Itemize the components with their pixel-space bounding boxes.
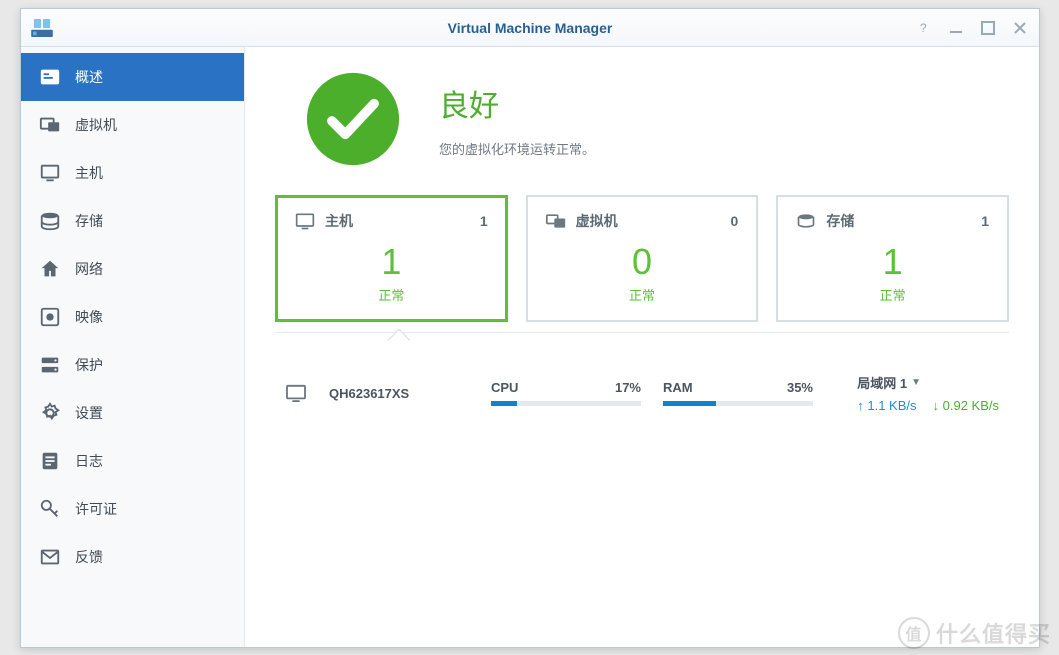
card-count: 1: [480, 213, 488, 229]
sidebar-item-protection[interactable]: 保护: [21, 341, 244, 389]
gear-icon: [39, 402, 61, 424]
sidebar-item-label: 主机: [75, 163, 103, 183]
card-title: 虚拟机: [576, 211, 618, 231]
sidebar-item-log[interactable]: 日志: [21, 437, 244, 485]
sidebar-item-vm[interactable]: 虚拟机: [21, 101, 244, 149]
sidebar-item-label: 日志: [75, 451, 103, 471]
sidebar-item-label: 保护: [75, 355, 103, 375]
watermark-icon: 值: [898, 617, 930, 649]
content-area: 概述 虚拟机 主机 存储 网络 映像: [21, 47, 1039, 647]
card-storage[interactable]: 存储 1 1 正常: [776, 195, 1009, 322]
sidebar-item-host[interactable]: 主机: [21, 149, 244, 197]
card-count: 0: [731, 213, 739, 229]
sidebar-item-feedback[interactable]: 反馈: [21, 533, 244, 581]
sidebar-item-label: 概述: [75, 67, 103, 87]
sidebar-item-label: 映像: [75, 307, 103, 327]
host-name: QH623617XS: [329, 386, 469, 401]
card-pointer: [275, 333, 1009, 355]
card-count: 1: [981, 213, 989, 229]
sidebar-item-label: 设置: [75, 403, 103, 423]
window-title: Virtual Machine Manager: [448, 20, 613, 36]
vm-icon: [39, 114, 61, 136]
sidebar-item-network[interactable]: 网络: [21, 245, 244, 293]
app-window: Virtual Machine Manager ? 概述 虚拟机 主机: [20, 8, 1040, 648]
svg-text:?: ?: [920, 21, 927, 35]
sidebar-item-label: 许可证: [75, 499, 117, 519]
app-icon: [31, 19, 53, 37]
network-stats: 局域网 1 ▼ ↑ 1.1 KB/s ↓ 0.92 KB/s: [857, 373, 999, 413]
host-icon: [285, 384, 307, 402]
card-status: 正常: [546, 285, 739, 304]
card-status: 正常: [796, 285, 989, 304]
envelope-icon: [39, 546, 61, 568]
cpu-meter: CPU 17%: [491, 380, 641, 406]
card-host[interactable]: 主机 1 1 正常: [275, 195, 508, 322]
minimize-button[interactable]: [947, 19, 965, 37]
network-icon: [39, 258, 61, 280]
watermark: 值 什么值得买: [898, 617, 1051, 649]
vm-icon: [546, 212, 566, 230]
titlebar: Virtual Machine Manager ?: [21, 9, 1039, 47]
protection-icon: [39, 354, 61, 376]
card-title: 主机: [325, 211, 353, 231]
sidebar-item-storage[interactable]: 存储: [21, 197, 244, 245]
storage-icon: [39, 210, 61, 232]
network-name: 局域网 1: [857, 373, 907, 392]
host-icon: [39, 162, 61, 184]
sidebar-item-overview[interactable]: 概述: [21, 53, 244, 101]
ram-value: 35%: [787, 380, 813, 395]
summary-cards: 主机 1 1 正常 虚拟机 0 0 正常: [275, 195, 1009, 322]
host-detail-row: QH623617XS CPU 17% RAM 35%: [275, 355, 1009, 431]
card-value: 1: [796, 241, 989, 283]
sidebar-item-label: 反馈: [75, 547, 103, 567]
key-icon: [39, 498, 61, 520]
overview-icon: [39, 66, 61, 88]
log-icon: [39, 450, 61, 472]
sidebar-item-image[interactable]: 映像: [21, 293, 244, 341]
storage-icon: [796, 212, 816, 230]
cpu-bar: [491, 401, 641, 406]
sidebar-item-label: 存储: [75, 211, 103, 231]
card-status: 正常: [295, 285, 488, 304]
ram-meter: RAM 35%: [663, 380, 813, 406]
sidebar: 概述 虚拟机 主机 存储 网络 映像: [21, 47, 245, 647]
card-value: 1: [295, 241, 488, 283]
window-controls: ?: [915, 19, 1029, 37]
close-button[interactable]: [1011, 19, 1029, 37]
ram-label: RAM: [663, 380, 693, 395]
cpu-label: CPU: [491, 380, 518, 395]
image-icon: [39, 306, 61, 328]
help-button[interactable]: ?: [915, 19, 933, 37]
host-icon: [295, 212, 315, 230]
status-title: 良好: [439, 81, 595, 125]
sidebar-item-label: 虚拟机: [75, 115, 117, 135]
main-panel: 良好 您的虚拟化环境运转正常。 主机 1 1 正常: [245, 47, 1039, 647]
maximize-button[interactable]: [979, 19, 997, 37]
status-ok-icon: [305, 71, 401, 167]
cpu-value: 17%: [615, 380, 641, 395]
ram-bar: [663, 401, 813, 406]
download-speed: ↓ 0.92 KB/s: [933, 398, 1000, 413]
chevron-down-icon: ▼: [911, 377, 921, 388]
status-summary: 良好 您的虚拟化环境运转正常。: [275, 71, 1009, 167]
network-selector[interactable]: 局域网 1 ▼: [857, 373, 999, 392]
card-value: 0: [546, 241, 739, 283]
sidebar-item-license[interactable]: 许可证: [21, 485, 244, 533]
card-vm[interactable]: 虚拟机 0 0 正常: [526, 195, 759, 322]
watermark-text: 什么值得买: [936, 617, 1051, 649]
card-title: 存储: [826, 211, 854, 231]
sidebar-item-label: 网络: [75, 259, 103, 279]
sidebar-item-settings[interactable]: 设置: [21, 389, 244, 437]
upload-speed: ↑ 1.1 KB/s: [857, 398, 916, 413]
status-subtitle: 您的虚拟化环境运转正常。: [439, 139, 595, 158]
